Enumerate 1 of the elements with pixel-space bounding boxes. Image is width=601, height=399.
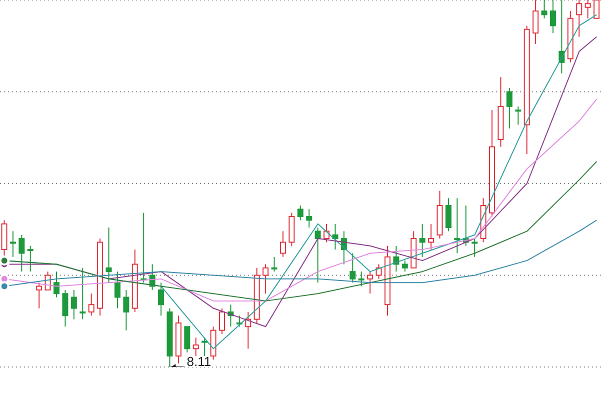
annotation: 8.11 <box>186 354 212 369</box>
